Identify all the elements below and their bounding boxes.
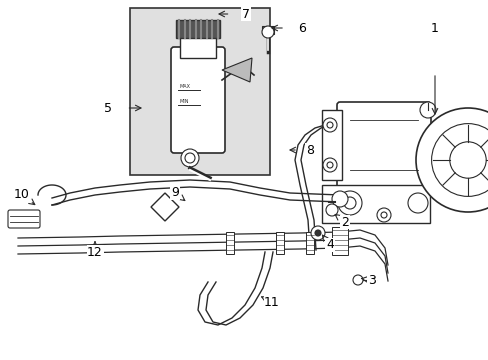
Text: 8: 8 [305, 144, 313, 157]
Bar [275, 232, 284, 254]
Bar [331, 227, 347, 255]
Bar [321, 110, 341, 180]
FancyBboxPatch shape [8, 210, 40, 228]
Circle shape [326, 122, 332, 128]
Polygon shape [151, 193, 179, 221]
Bar [180, 35, 216, 58]
FancyBboxPatch shape [171, 47, 224, 153]
Text: MIN: MIN [179, 99, 188, 104]
Bar [262, 26, 273, 34]
Circle shape [331, 191, 347, 207]
Bar [176, 20, 220, 38]
Circle shape [407, 193, 427, 213]
Circle shape [343, 197, 355, 209]
Bar [130, 8, 269, 175]
Bar [305, 232, 313, 254]
Text: 11: 11 [264, 296, 279, 309]
Circle shape [415, 108, 488, 212]
Circle shape [262, 26, 273, 38]
Text: 10: 10 [14, 189, 30, 202]
Text: 7: 7 [242, 8, 249, 21]
Bar [225, 232, 234, 254]
Circle shape [376, 208, 390, 222]
Text: 6: 6 [298, 22, 305, 35]
Circle shape [337, 191, 361, 215]
Circle shape [310, 226, 325, 240]
Circle shape [181, 149, 199, 167]
FancyBboxPatch shape [336, 102, 430, 188]
Circle shape [326, 162, 332, 168]
Circle shape [380, 212, 386, 218]
Circle shape [323, 118, 336, 132]
Text: 12: 12 [87, 246, 102, 258]
Text: 1: 1 [430, 22, 438, 35]
Text: 4: 4 [325, 238, 333, 252]
Circle shape [419, 102, 435, 118]
Circle shape [449, 142, 485, 178]
Circle shape [314, 230, 320, 236]
Circle shape [325, 204, 337, 216]
Circle shape [323, 158, 336, 172]
Text: 2: 2 [340, 216, 348, 229]
Bar [321, 185, 429, 223]
Circle shape [184, 153, 195, 163]
Circle shape [352, 275, 362, 285]
Text: MAX: MAX [179, 84, 190, 89]
Text: 9: 9 [171, 186, 179, 199]
Text: 5: 5 [104, 102, 112, 114]
Polygon shape [222, 58, 251, 82]
Circle shape [431, 123, 488, 197]
Text: 3: 3 [367, 274, 375, 287]
